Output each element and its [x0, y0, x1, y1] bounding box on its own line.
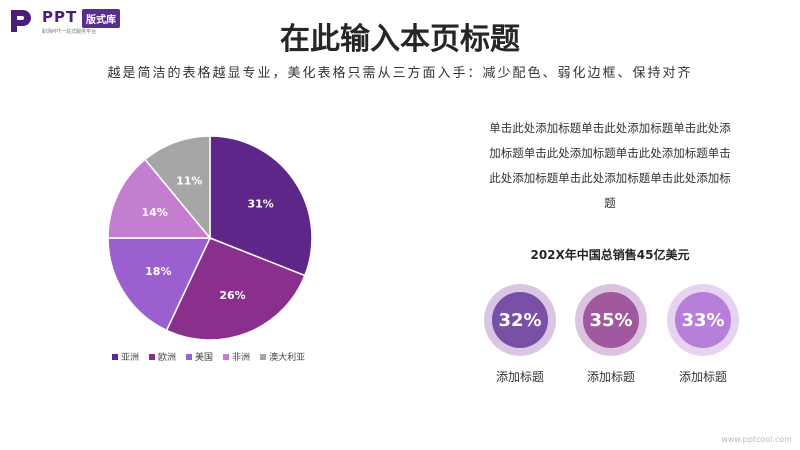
- pie-label-2: 26%: [219, 289, 245, 302]
- legend-swatch: [260, 353, 267, 360]
- chart-legend: 亚洲 欧洲 美国 非洲 澳大利亚: [112, 350, 305, 363]
- stat-ring: 33%: [667, 284, 739, 356]
- stat-label: 添加标题: [495, 370, 544, 384]
- stat-ring: 32%: [484, 284, 556, 356]
- stat-circle-2: 35% 添加标题: [571, 284, 651, 385]
- watermark: www.pptcool.com: [721, 435, 792, 444]
- legend-label: 澳大利亚: [269, 353, 306, 363]
- page-subtitle: 越是简洁的表格越显专业，美化表格只需从三方面入手：减少配色、弱化边框、保持对齐: [107, 66, 693, 81]
- p-logo-icon: [11, 10, 31, 32]
- pie-label-3: 18%: [145, 265, 171, 278]
- legend-label: 亚洲: [121, 353, 140, 363]
- legend-item-2: 欧洲: [149, 350, 176, 363]
- stat-circle-3: 33% 添加标题: [663, 284, 743, 385]
- legend-swatch: [186, 353, 193, 360]
- legend-label: 欧洲: [158, 353, 177, 363]
- brand-logo: PPT 版式库 职场PPT一站式服务平台: [8, 6, 158, 36]
- stat-value: 33%: [675, 292, 731, 348]
- description-text: 单击此处添加标题单击此处添加标题单击此处添加标题单击此处添加标题单击此处添加标题…: [489, 121, 731, 210]
- stat-ring: 35%: [575, 284, 647, 356]
- brand-tagline: 职场PPT一站式服务平台: [42, 29, 97, 35]
- pie-label-5: 11%: [176, 174, 202, 187]
- legend-item-1: 亚洲: [112, 350, 139, 363]
- page-title: 在此输入本页标题: [280, 22, 520, 57]
- legend-item-4: 非洲: [223, 350, 250, 363]
- pie-chart: 31% 26% 18% 14% 11%: [107, 135, 313, 341]
- brand-badge: 版式库: [82, 9, 120, 28]
- stat-label: 添加标题: [586, 370, 635, 384]
- pie-slice-4: [107, 158, 212, 239]
- stat-circle-1: 32% 添加标题: [480, 284, 560, 385]
- stat-value: 35%: [583, 292, 639, 348]
- pie-label-1: 31%: [247, 198, 273, 211]
- stat-label: 添加标题: [678, 370, 727, 384]
- legend-item-5: 澳大利亚: [260, 350, 305, 363]
- legend-swatch: [149, 353, 156, 360]
- pie-slice-3: [107, 237, 212, 332]
- pie-label-4: 14%: [141, 206, 167, 219]
- brand-name: PPT: [42, 8, 78, 26]
- legend-label: 非洲: [232, 353, 251, 363]
- pie-slice-1: [209, 135, 313, 277]
- legend-item-3: 美国: [186, 350, 213, 363]
- pie-slice-2: [165, 237, 306, 341]
- legend-label: 美国: [195, 353, 214, 363]
- stat-value: 32%: [492, 292, 548, 348]
- legend-swatch: [223, 353, 230, 360]
- legend-swatch: [112, 353, 118, 360]
- pie-slice-5: [143, 135, 211, 241]
- total-sales-label: 202X年中国总销售45亿美元: [530, 248, 690, 262]
